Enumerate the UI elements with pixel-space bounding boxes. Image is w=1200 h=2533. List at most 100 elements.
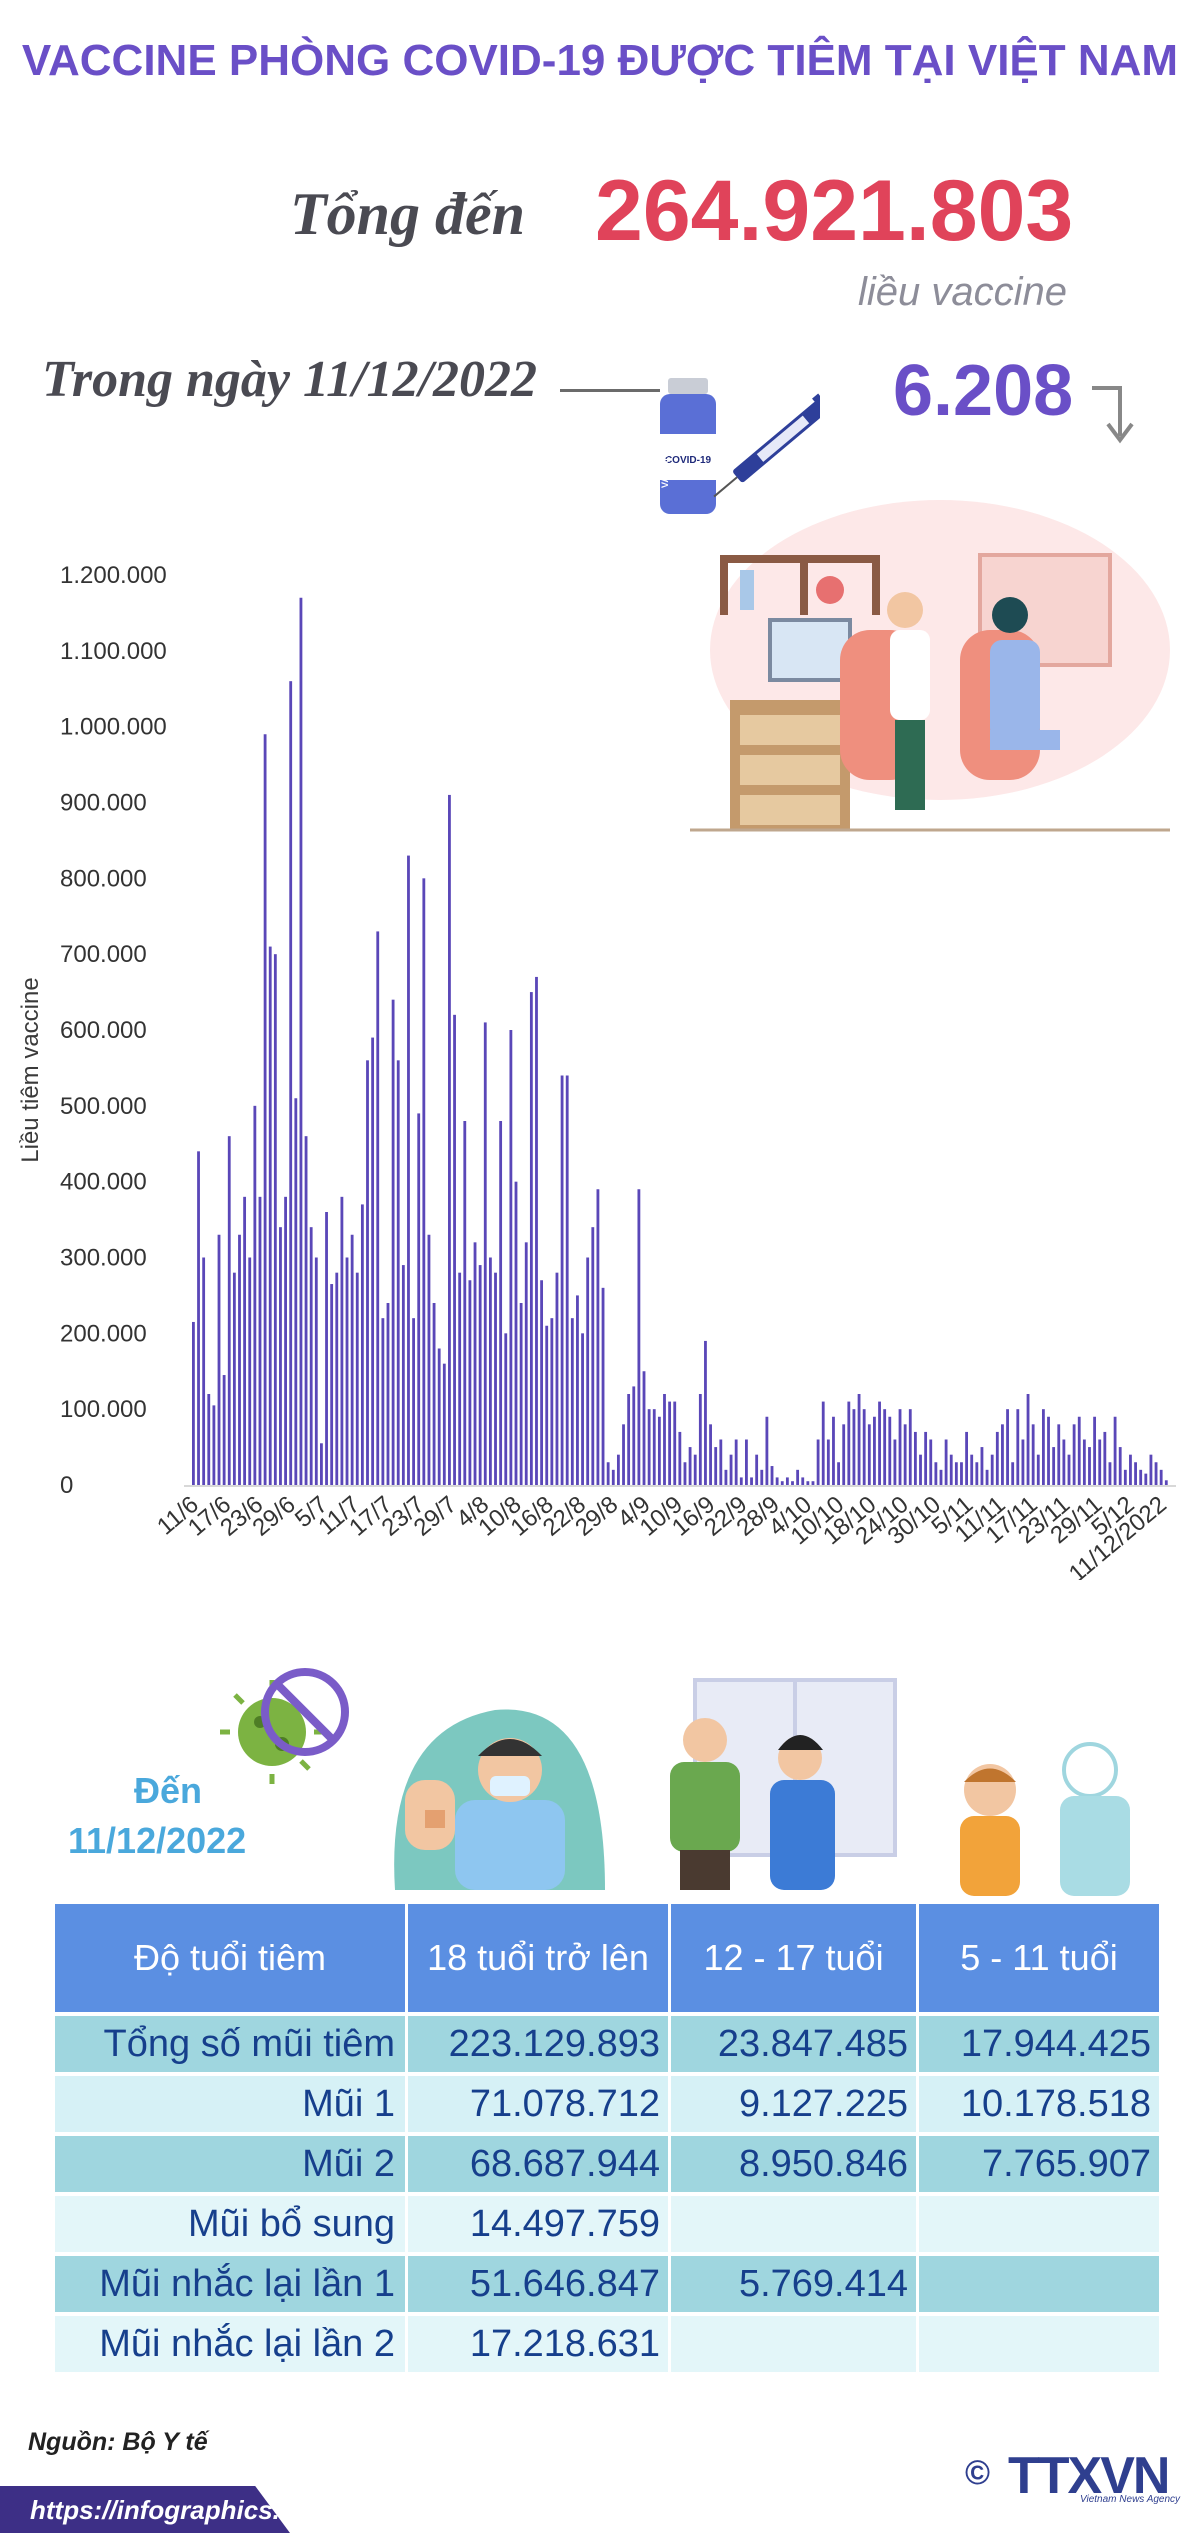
vaccine-vial-syringe-icon: COVID-19 VACCINE bbox=[660, 378, 820, 514]
bar bbox=[514, 1181, 518, 1485]
bar bbox=[227, 1136, 231, 1485]
bar bbox=[775, 1477, 779, 1485]
bar bbox=[350, 1234, 354, 1485]
bar bbox=[1082, 1439, 1086, 1485]
bar bbox=[975, 1462, 979, 1485]
row-label: Mũi 2 bbox=[55, 2136, 405, 2192]
vial-side-label: VACCINE bbox=[660, 448, 670, 488]
bar bbox=[965, 1431, 968, 1485]
nurse-injecting-illustration bbox=[670, 1678, 897, 1890]
table-cell: 5.769.414 bbox=[671, 2256, 916, 2312]
bar bbox=[852, 1409, 856, 1485]
bar bbox=[842, 1424, 846, 1485]
bar bbox=[371, 1037, 375, 1485]
bar bbox=[913, 1431, 917, 1485]
y-tick-label: 1.000.000 bbox=[60, 714, 167, 741]
bar bbox=[1011, 1462, 1015, 1485]
bar bbox=[616, 1454, 620, 1485]
bar bbox=[995, 1431, 999, 1485]
table-cell: 23.847.485 bbox=[671, 2016, 916, 2072]
bar bbox=[320, 1443, 323, 1485]
bar bbox=[642, 1371, 646, 1485]
bar bbox=[898, 1409, 902, 1485]
day-label: Trong ngày 11/12/2022 bbox=[42, 351, 538, 408]
bar bbox=[1001, 1424, 1004, 1485]
bar bbox=[780, 1481, 784, 1485]
table-row: Mũi nhắc lại lần 2 17.218.631 bbox=[55, 2316, 1159, 2372]
y-tick-label: 600.000 bbox=[60, 1017, 147, 1044]
table-cell: 68.687.944 bbox=[408, 2136, 668, 2192]
bar bbox=[668, 1401, 672, 1485]
bar bbox=[770, 1466, 774, 1485]
bar bbox=[847, 1401, 851, 1485]
bar bbox=[924, 1431, 928, 1485]
bar bbox=[550, 1318, 554, 1485]
bar bbox=[427, 1234, 431, 1485]
bar bbox=[760, 1469, 764, 1485]
bar bbox=[678, 1431, 682, 1485]
vaccination-clinic-illustration bbox=[690, 500, 1170, 832]
table-cell: 17.218.631 bbox=[408, 2316, 668, 2372]
bar bbox=[688, 1447, 692, 1485]
table-cell: 17.944.425 bbox=[919, 2016, 1159, 2072]
bar bbox=[704, 1340, 707, 1485]
y-tick-label: 900.000 bbox=[60, 790, 147, 817]
bar bbox=[698, 1394, 702, 1485]
bar bbox=[596, 1189, 600, 1485]
y-tick-label: 500.000 bbox=[60, 1093, 147, 1120]
bar bbox=[304, 1136, 308, 1485]
bar bbox=[1021, 1439, 1025, 1485]
bar bbox=[253, 1105, 257, 1485]
bar bbox=[453, 1014, 456, 1485]
bar bbox=[1006, 1409, 1009, 1485]
bar bbox=[248, 1257, 252, 1485]
bar bbox=[821, 1401, 825, 1485]
bar bbox=[499, 1121, 503, 1485]
y-tick-label: 400.000 bbox=[60, 1169, 147, 1196]
bar bbox=[202, 1257, 206, 1485]
bar bbox=[555, 1272, 559, 1485]
bar bbox=[954, 1462, 958, 1485]
bar bbox=[801, 1477, 805, 1485]
bar bbox=[509, 1030, 513, 1485]
bar bbox=[745, 1439, 748, 1485]
bar bbox=[657, 1416, 661, 1485]
bar bbox=[990, 1454, 994, 1485]
bar bbox=[873, 1416, 876, 1485]
bar bbox=[1062, 1439, 1066, 1485]
table-cell: 10.178.518 bbox=[919, 2076, 1159, 2132]
bar bbox=[611, 1469, 615, 1485]
bar bbox=[1072, 1424, 1076, 1485]
bar bbox=[217, 1234, 221, 1485]
bar bbox=[1108, 1462, 1112, 1485]
bar bbox=[785, 1477, 789, 1485]
bar bbox=[673, 1401, 677, 1485]
bar bbox=[867, 1424, 871, 1485]
total-value: 264.921.803 bbox=[595, 163, 1074, 259]
table-row: Mũi nhắc lại lần 1 51.646.847 5.769.414 bbox=[55, 2256, 1159, 2312]
bar bbox=[488, 1257, 492, 1485]
bar bbox=[919, 1454, 922, 1485]
bar bbox=[709, 1424, 712, 1485]
bar bbox=[437, 1348, 441, 1485]
bar bbox=[929, 1439, 933, 1485]
bar bbox=[755, 1454, 759, 1485]
y-tick-label: 300.000 bbox=[60, 1245, 147, 1272]
bar bbox=[1149, 1454, 1153, 1485]
table-cell: 9.127.225 bbox=[671, 2076, 916, 2132]
bar bbox=[197, 1151, 200, 1485]
bar bbox=[458, 1272, 462, 1485]
bar bbox=[263, 734, 267, 1485]
y-axis-title: Liều tiêm vaccine bbox=[17, 977, 44, 1162]
bar bbox=[724, 1469, 728, 1485]
total-unit: liều vaccine bbox=[858, 270, 1068, 314]
bar bbox=[1016, 1409, 1020, 1485]
bar bbox=[949, 1454, 953, 1485]
bar bbox=[535, 976, 538, 1485]
bar bbox=[939, 1469, 943, 1485]
footer-url-link[interactable]: https://infographics.vn bbox=[30, 2495, 311, 2525]
bar bbox=[944, 1439, 948, 1485]
vial-label: COVID-19 bbox=[665, 455, 712, 466]
bar bbox=[934, 1462, 938, 1485]
bar bbox=[545, 1325, 549, 1485]
